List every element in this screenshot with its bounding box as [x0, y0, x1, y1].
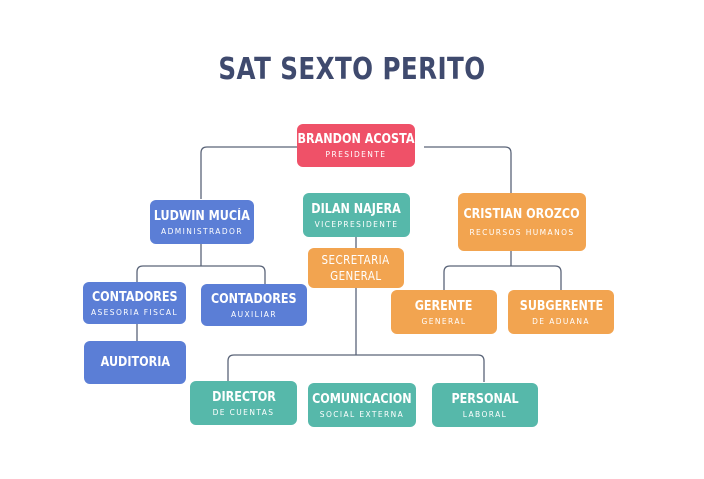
node-role: SOCIAL EXTERNA	[319, 409, 405, 419]
node-auditoria: AUDITORIA	[84, 341, 186, 384]
node-administrador: LUDWIN MUCÍA ADMINISTRADOR	[150, 200, 254, 244]
node-role: PRESIDENTE	[325, 150, 387, 159]
node-director: DIRECTOR DE CUENTAS	[190, 381, 297, 425]
node-name: BRANDON ACOSTA	[297, 132, 415, 147]
node-recursos-humanos: CRISTIAN OROZCO RECURSOS HUMANOS	[458, 193, 586, 251]
connector-president-right	[424, 146, 512, 193]
node-name: SUBGERENTE	[519, 298, 603, 314]
node-comunicacion: COMUNICACION SOCIAL EXTERNA	[308, 383, 416, 427]
node-presidente: BRANDON ACOSTA PRESIDENTE	[297, 124, 415, 167]
node-personal: PERSONAL LABORAL	[432, 383, 538, 427]
node-name: PERSONAL	[451, 391, 519, 407]
node-name: DILAN NAJERA	[311, 201, 402, 217]
node-name: CRISTIAN OROZCO	[463, 207, 581, 222]
connector-admin-branch	[136, 265, 266, 284]
node-subgerente: SUBGERENTE DE ADUANA	[508, 290, 614, 334]
connector-president-left	[200, 146, 297, 199]
connector-bottom-branch	[227, 354, 485, 382]
node-name: DIRECTOR	[211, 389, 276, 405]
node-name: COMUNICACION	[312, 391, 412, 407]
node-line-1: SECRETARIA	[321, 253, 391, 267]
node-name: AUDITORIA	[100, 355, 170, 370]
node-name: GERENTE	[415, 298, 473, 314]
node-role: VICEPRESIDENTE	[314, 219, 399, 229]
node-role: AUXILIAR	[231, 309, 277, 319]
node-secretaria: SECRETARIA GENERAL	[308, 248, 404, 288]
node-name: CONTADORES	[211, 291, 297, 307]
node-contadores-auxiliar: CONTADORES AUXILIAR	[201, 284, 307, 326]
node-gerente: GERENTE GENERAL	[391, 290, 497, 334]
node-vicepresidente: DILAN NAJERA VICEPRESIDENTE	[303, 193, 410, 237]
node-name: CONTADORES	[91, 289, 178, 305]
node-role: ADMINISTRADOR	[161, 226, 243, 236]
node-role: DE CUENTAS	[212, 407, 275, 417]
node-name: LUDWIN MUCÍA	[153, 208, 251, 224]
node-role: ASESORIA FISCAL	[90, 307, 179, 317]
node-role: DE ADUANA	[532, 316, 590, 326]
page-title: SAT SEXTO PERITO	[218, 52, 486, 87]
node-contadores-fiscal: CONTADORES ASESORIA FISCAL	[83, 282, 186, 324]
connector-rrhh-branch	[443, 265, 562, 290]
node-role: GENERAL	[421, 316, 467, 326]
node-role: LABORAL	[462, 409, 508, 419]
node-role: RECURSOS HUMANOS	[469, 228, 575, 237]
node-line-2: GENERAL	[330, 269, 382, 283]
